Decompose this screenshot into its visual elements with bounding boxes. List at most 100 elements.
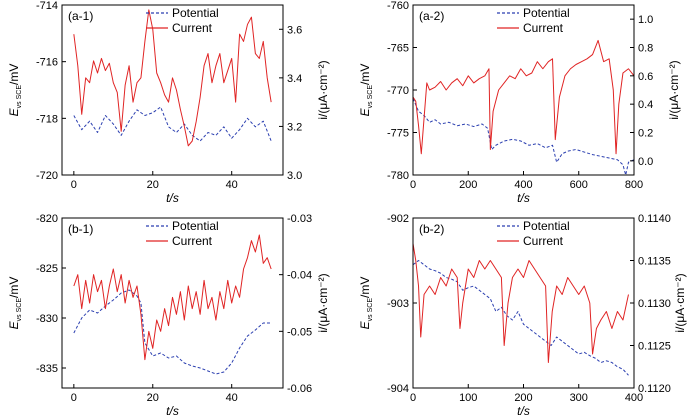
y-left-label-symbol: E	[358, 320, 372, 329]
x-tick-label: 40	[226, 392, 238, 404]
plot-frame	[61, 217, 284, 389]
y-left-label-unit: /mV	[7, 277, 21, 298]
panel-title: (a-1)	[68, 9, 93, 23]
x-tick-label: 600	[570, 179, 588, 191]
y-left-tick-label: -830	[36, 313, 58, 325]
y-right-tick-label: 0.2	[638, 128, 653, 140]
x-tick-label: 20	[147, 392, 159, 404]
potential-series-line	[73, 106, 272, 142]
y-right-tick-label: 1.0	[638, 14, 653, 26]
legend-current-label: Current	[523, 21, 564, 35]
y-right-tick-label: 0.1125	[638, 341, 671, 353]
panel-b2: 0 100 200 300 400 -904 -903 -902 0.1120 0.1125 0.1…	[358, 213, 687, 417]
legend-potential-label: Potential	[523, 6, 570, 20]
legend-current-label: Current	[172, 21, 213, 35]
y-left-tick-label: -825	[36, 263, 58, 275]
y-right-tick-label: 0.0	[638, 156, 653, 168]
y-right-tick-label: 0.8	[638, 43, 653, 55]
y-right-tick-label: 0.4	[638, 99, 653, 111]
panel-a1: 0 20 40 -720 -718 -716 -714 3.0 3.2 3.4 3.6 t/s Evs …	[7, 0, 330, 205]
legend-potential-label: Potential	[172, 219, 219, 233]
y-right-tick-label: 0.1120	[638, 383, 671, 395]
y-left-tick-label: -775	[387, 128, 409, 140]
panel-title: (b-1)	[68, 222, 93, 236]
y-right-axis-label: i/(μA·cm⁻²)	[316, 60, 330, 119]
x-tick-label: 200	[514, 392, 532, 404]
y-left-axis-label: Evs SCE/mV	[7, 64, 23, 117]
x-tick-label: 0	[410, 179, 416, 191]
y-right-tick-label: 0.6	[638, 71, 653, 83]
legend-potential-label: Potential	[523, 219, 570, 233]
y-right-tick-label: -0.06	[287, 383, 312, 395]
current-series-line	[412, 243, 629, 363]
y-left-label-symbol: E	[7, 320, 21, 329]
y-right-axis-label: i/(μA·cm⁻²)	[316, 273, 330, 332]
current-series-line	[412, 39, 635, 155]
y-left-tick-label: -760	[387, 0, 409, 12]
x-tick-label: 20	[147, 179, 159, 191]
y-left-label-subscript: vs SCE	[367, 298, 374, 322]
y-right-tick-label: -0.03	[287, 213, 312, 225]
y-left-tick-label: -904	[387, 383, 409, 395]
legend-current-label: Current	[523, 234, 564, 248]
x-tick-label: 0	[71, 392, 77, 404]
y-right-tick-label: -0.04	[287, 270, 312, 282]
y-right-axis-label: i/(μA·cm⁻²)	[673, 273, 687, 332]
y-right-tick-label: 3.6	[287, 24, 302, 36]
y-right-tick-label: 3.2	[287, 121, 302, 133]
current-series-line	[73, 9, 272, 147]
panel-b1: 0 20 40 -835 -830 -825 -820 -0.06 -0.05 -0.04 -0.0…	[7, 213, 330, 417]
y-left-axis-label: Evs SCE/mV	[358, 277, 374, 330]
y-left-label-subscript: vs SCE	[16, 85, 23, 109]
x-axis-label: t/s	[166, 191, 179, 205]
x-tick-label: 300	[570, 392, 588, 404]
y-left-label-subscript: vs SCE	[367, 85, 374, 109]
y-left-tick-label: -835	[36, 363, 58, 375]
y-left-label-unit: /mV	[358, 64, 372, 85]
y-left-label-symbol: E	[358, 107, 372, 116]
x-tick-label: 800	[625, 179, 643, 191]
y-right-tick-label: 0.1140	[638, 213, 671, 225]
y-left-tick-label: -716	[36, 57, 58, 69]
y-right-tick-label: 3.4	[287, 73, 302, 85]
y-left-tick-label: -720	[36, 170, 58, 182]
plot-frame	[61, 4, 284, 176]
y-left-axis-label: Evs SCE/mV	[358, 64, 374, 117]
x-tick-label: 40	[226, 179, 238, 191]
y-right-tick-label: 0.1130	[638, 298, 671, 310]
x-tick-label: 200	[459, 179, 477, 191]
current-series-line	[73, 234, 272, 361]
y-right-tick-label: -0.05	[287, 326, 312, 338]
y-left-tick-label: -765	[387, 43, 409, 55]
potential-series-line	[73, 289, 272, 375]
x-tick-label: 0	[71, 179, 77, 191]
y-left-label-unit: /mV	[7, 64, 21, 85]
y-right-tick-label: 3.0	[287, 170, 302, 182]
panel-a2: 0 200 400 600 800 -780 -775 -770 -765 -760 0.0 0.2 0…	[358, 0, 681, 205]
y-left-label-symbol: E	[7, 107, 21, 116]
y-left-label-unit: /mV	[358, 277, 372, 298]
x-axis-label: t/s	[166, 404, 179, 417]
panel-title: (a-2)	[419, 9, 444, 23]
x-tick-label: 100	[459, 392, 477, 404]
potential-series-line	[412, 260, 629, 376]
x-tick-label: 400	[514, 179, 532, 191]
panel-title: (b-2)	[419, 222, 444, 236]
x-axis-label: t/s	[517, 191, 530, 205]
y-left-axis-label: Evs SCE/mV	[7, 277, 23, 330]
x-tick-label: 400	[625, 392, 643, 404]
y-left-tick-label: -902	[387, 213, 409, 225]
y-left-tick-label: -770	[387, 85, 409, 97]
legend-current-label: Current	[172, 234, 213, 248]
y-left-tick-label: -820	[36, 213, 58, 225]
y-left-label-subscript: vs SCE	[16, 298, 23, 322]
y-left-tick-label: -718	[36, 113, 58, 125]
y-left-tick-label: -780	[387, 170, 409, 182]
x-tick-label: 0	[410, 392, 416, 404]
legend-potential-label: Potential	[172, 6, 219, 20]
x-axis-label: t/s	[517, 404, 530, 417]
y-left-tick-label: -714	[36, 0, 58, 12]
y-right-axis-label: i/(μA·cm⁻²)	[667, 60, 681, 119]
y-right-tick-label: 0.1135	[638, 256, 671, 268]
